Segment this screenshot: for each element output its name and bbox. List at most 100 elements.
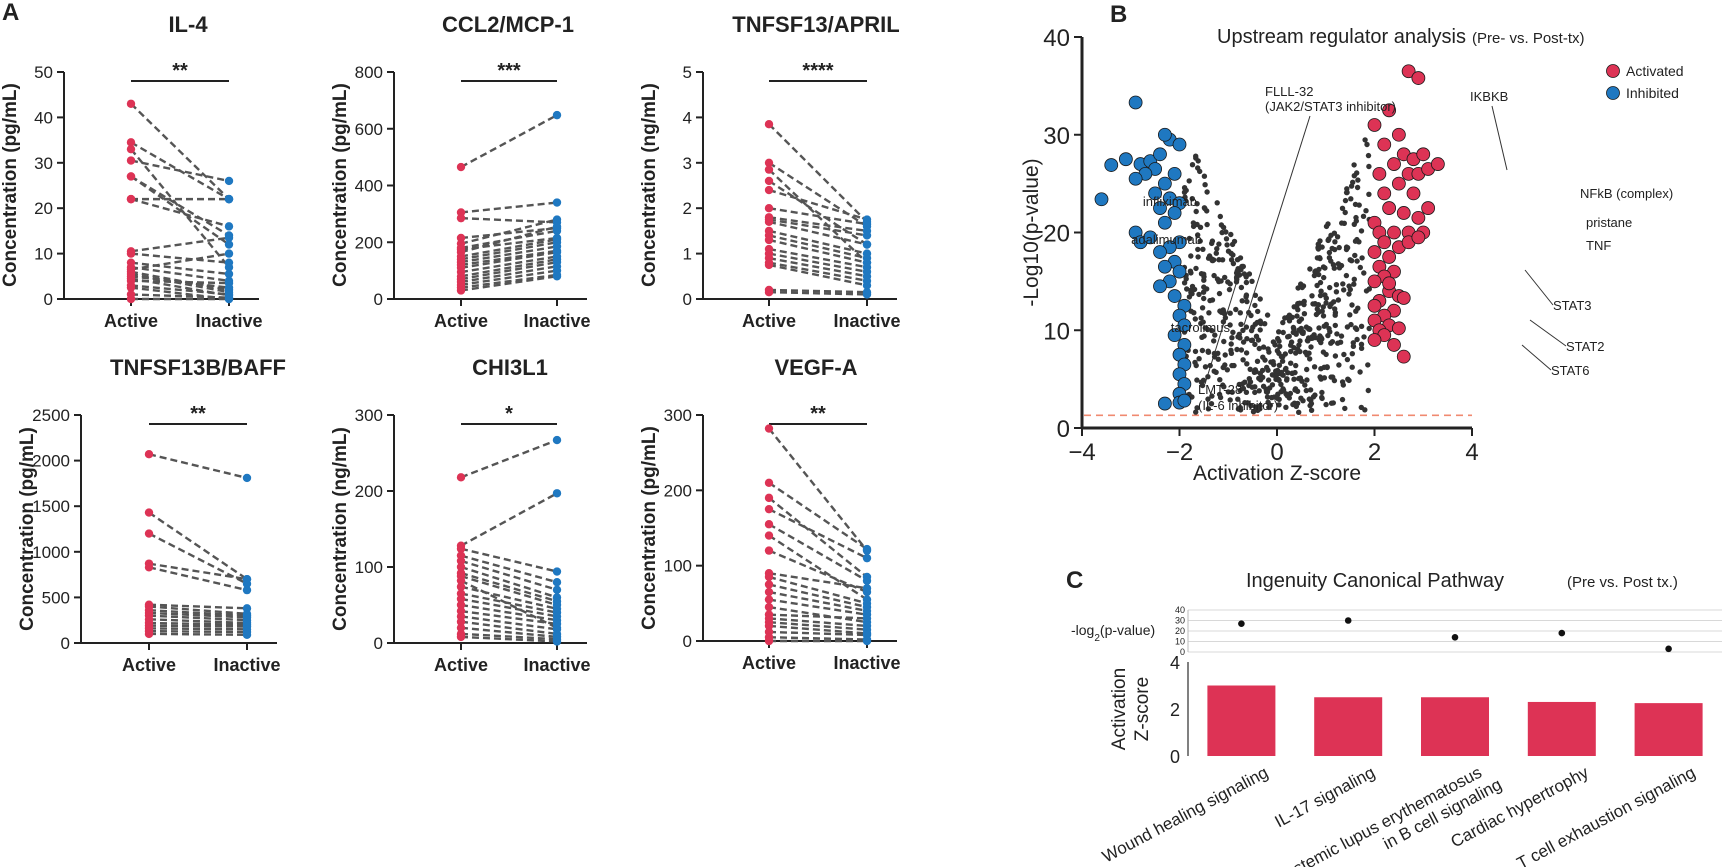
significance-marker: **: [190, 403, 206, 425]
neutral-point: [1323, 223, 1330, 230]
y-tick-label: 1500: [32, 497, 70, 516]
neutral-point: [1284, 376, 1290, 382]
neutral-point: [1334, 234, 1341, 240]
neutral-point: [1361, 270, 1367, 276]
inactive-point: [552, 489, 562, 498]
neutral-point: [1362, 137, 1368, 143]
neutral-point: [1228, 231, 1234, 238]
pair-line: [768, 188, 868, 221]
active-point: [126, 294, 136, 304]
dot-y-tick-label: 30: [1175, 616, 1185, 626]
inactive-point: [224, 194, 234, 204]
pair-line: [768, 218, 868, 237]
neutral-point: [1219, 257, 1226, 263]
neutral-point: [1349, 302, 1355, 308]
y-tick-label: 3: [683, 154, 692, 173]
active-point: [144, 629, 154, 639]
neutral-point: [1187, 268, 1194, 274]
inhibited-point: [1148, 186, 1163, 201]
neutral-point: [1310, 394, 1317, 400]
pair-line: [460, 626, 558, 639]
neutral-point: [1274, 348, 1281, 354]
pair-line: [460, 554, 558, 584]
neutral-point: [1317, 238, 1323, 244]
neutral-point: [1205, 406, 1212, 412]
neutral-point: [1353, 214, 1359, 221]
pair-line: [130, 197, 230, 228]
neutral-point: [1247, 366, 1253, 372]
neutral-point: [1328, 400, 1335, 406]
pair-line: [130, 148, 230, 268]
x-category-label: Active: [122, 655, 176, 675]
neutral-point: [1357, 264, 1364, 271]
neutral-point: [1249, 278, 1255, 284]
y-tick-label: 40: [1043, 25, 1070, 52]
inhibited-point: [1157, 127, 1172, 142]
activated-point: [1387, 225, 1401, 240]
y-tick-label: 1: [683, 245, 692, 264]
inactive-point: [862, 576, 872, 585]
neutral-point: [1254, 358, 1261, 364]
plot-title: IL-4: [168, 12, 208, 37]
neutral-point: [1348, 183, 1355, 189]
inactive-point: [552, 272, 562, 281]
annotation-leader: [1521, 344, 1552, 371]
neutral-point: [1319, 395, 1325, 402]
pvalue-dot: [1665, 645, 1672, 653]
pair-line: [460, 218, 558, 245]
neutral-point: [1308, 400, 1315, 407]
paired-plot-chi3l1: CHI3L1 0 100 200 300 Active Inactive Concentrat…: [330, 355, 591, 675]
neutral-point: [1225, 389, 1232, 395]
neutral-point: [1306, 396, 1313, 402]
neutral-point: [1240, 327, 1246, 334]
neutral-point: [1235, 396, 1241, 402]
neutral-point: [1344, 356, 1351, 363]
neutral-point: [1242, 400, 1248, 406]
neutral-point: [1295, 285, 1301, 291]
pair-line: [768, 229, 868, 255]
inactive-point: [242, 473, 252, 483]
x-category-label: Inactive: [523, 311, 590, 331]
pair-line: [460, 249, 558, 267]
neutral-point: [1341, 351, 1347, 358]
neutral-point: [1318, 334, 1324, 341]
legend-activated-label: Activated: [1626, 63, 1684, 79]
active-point: [144, 563, 154, 572]
neutral-point: [1319, 244, 1325, 250]
y-tick-label: 2: [1170, 700, 1180, 720]
neutral-point: [1351, 281, 1357, 287]
neutral-point: [1276, 402, 1282, 408]
neutral-point: [1252, 302, 1258, 309]
pair-line: [460, 238, 558, 258]
active-point: [764, 546, 774, 555]
active-point: [764, 185, 774, 195]
neutral-point: [1336, 362, 1342, 368]
neutral-point: [1228, 341, 1234, 347]
active-point: [126, 283, 136, 292]
annotation-label: adalimumab: [1131, 232, 1202, 247]
neutral-point: [1267, 402, 1274, 408]
neutral-point: [1217, 394, 1224, 401]
y-tick-label: 300: [355, 406, 383, 425]
annotation-label: (IL-6 inhibitor): [1198, 398, 1278, 413]
neutral-point: [1331, 230, 1338, 236]
pair-line: [768, 605, 868, 624]
active-point: [456, 594, 466, 604]
neutral-point: [1198, 379, 1205, 385]
pair-line: [768, 123, 868, 223]
neutral-point: [1363, 208, 1369, 214]
neutral-point: [1209, 327, 1215, 334]
neutral-point: [1269, 372, 1276, 378]
neutral-point: [1227, 310, 1233, 316]
plot-title: CCL2/MCP-1: [442, 12, 574, 37]
neutral-point: [1211, 338, 1217, 344]
pair-line: [460, 585, 558, 610]
activated-point: [1401, 64, 1416, 79]
neutral-point: [1243, 350, 1250, 356]
neutral-point: [1197, 238, 1203, 244]
active-point: [764, 572, 774, 582]
activated-point: [1382, 201, 1397, 215]
x-category-label: Inactive: [833, 653, 900, 673]
pathway-bar: [1527, 701, 1596, 756]
annotation-label: LMT-28: [1198, 382, 1242, 397]
